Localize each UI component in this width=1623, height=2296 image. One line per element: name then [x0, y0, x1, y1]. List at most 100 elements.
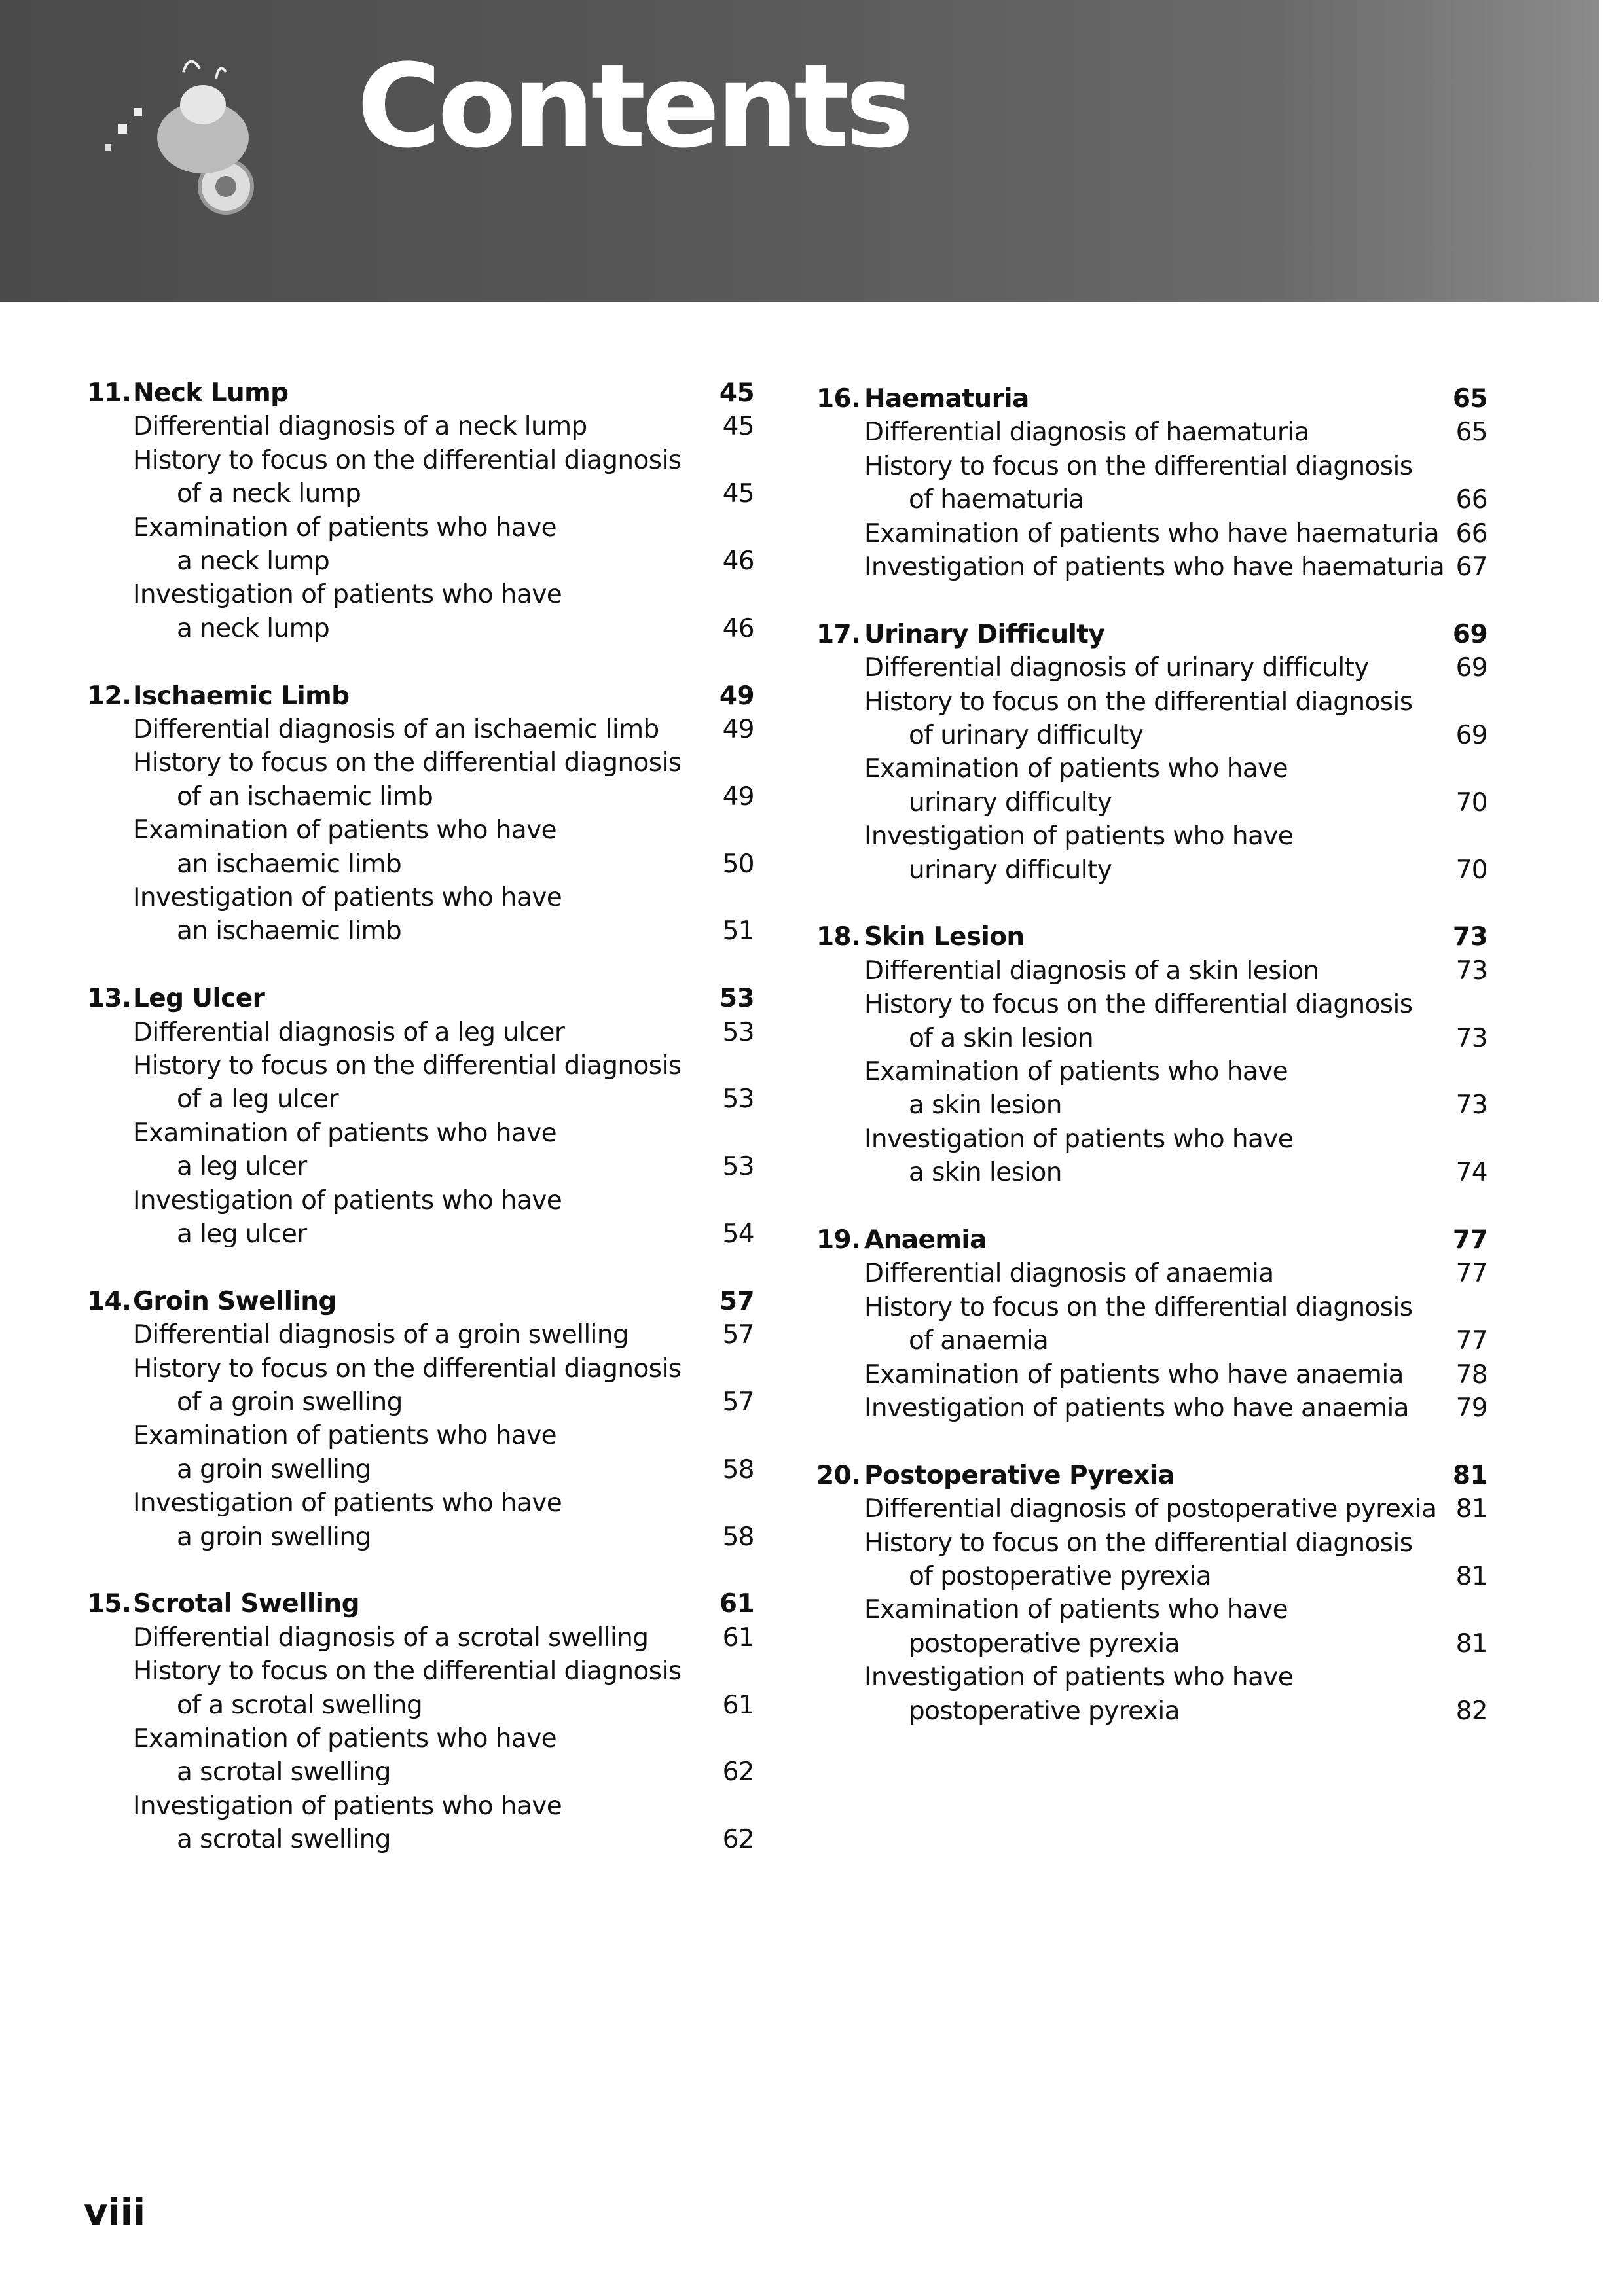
contents-header-banner: Contents — [0, 0, 1599, 302]
section-title: Anaemia — [864, 1225, 987, 1255]
entry-page-number: 66 — [1455, 485, 1488, 515]
toc-entry-line: Investigation of patients who have — [133, 1791, 562, 1821]
toc-entry-line: of a groin swelling — [177, 1388, 403, 1417]
entry-page-number: 51 — [722, 916, 755, 946]
toc-entry-line: History to focus on the differential dia… — [133, 748, 682, 778]
toc-entry-line: of an ischaemic limb — [177, 781, 433, 812]
toc-entry-line: of a scrotal swelling — [177, 1690, 423, 1720]
toc-entry-line: Investigation of patients who have anaem… — [864, 1393, 1410, 1423]
section-number: 18. — [816, 922, 861, 952]
toc-entry-line: Investigation of patients who have — [864, 821, 1294, 852]
toc-entry-line: of haematuria — [909, 485, 1084, 515]
toc-entry-line: History to focus on the differential dia… — [864, 990, 1413, 1020]
toc-entry-line: Examination of patients who have — [133, 1421, 557, 1451]
entry-page-number: 46 — [722, 547, 755, 576]
toc-entry-line: a neck lump — [177, 613, 330, 643]
toc-entry-line: Differential diagnosis of anaemia — [864, 1259, 1274, 1289]
toc-entry-line: Examination of patients who have — [864, 1057, 1288, 1086]
section-title: Postoperative Pyrexia — [864, 1460, 1175, 1490]
toc-entry-line: History to focus on the differential dia… — [864, 1292, 1413, 1322]
entry-page-number: 54 — [722, 1219, 755, 1249]
section-title: Groin Swelling — [133, 1286, 337, 1316]
toc-entry-line: Differential diagnosis of urinary diffic… — [864, 653, 1369, 683]
toc-entry-line: of a skin lesion — [909, 1023, 1094, 1053]
entry-page-number: 49 — [722, 715, 755, 744]
toc-entry-line: Examination of patients who have haematu… — [864, 518, 1440, 548]
section-number: 15. — [87, 1589, 132, 1619]
entry-page-number: 81 — [1455, 1628, 1488, 1659]
section-title: Skin Lesion — [864, 922, 1025, 952]
toc-entry-line: Examination of patients who have — [133, 1724, 557, 1753]
entry-page-number: 70 — [1455, 787, 1488, 817]
section-number: 12. — [87, 681, 132, 711]
entry-page-number: 49 — [722, 781, 755, 812]
toc-entry-line: a neck lump — [177, 547, 330, 576]
toc-entry-line: Investigation of patients who have — [133, 1488, 562, 1518]
toc-entry-line: Investigation of patients who have — [133, 883, 562, 912]
page-number: viii — [84, 2191, 146, 2234]
entry-page-number: 45 — [722, 412, 755, 442]
toc-entry-line: History to focus on the differential dia… — [133, 1354, 682, 1384]
toc-entry-line: Investigation of patients who have haema… — [864, 552, 1445, 582]
toc-entry-line: a scrotal swelling — [177, 1825, 392, 1855]
toc-entry-line: of postoperative pyrexia — [909, 1562, 1212, 1591]
toc-entry-line: urinary difficulty — [909, 787, 1112, 817]
motorcycle-rider-illustration-icon — [105, 60, 254, 215]
toc-entry-line: Investigation of patients who have — [133, 1185, 562, 1215]
entry-page-number: 50 — [722, 849, 755, 879]
entry-page-number: 58 — [722, 1522, 755, 1552]
entry-page-number: 73 — [1455, 1023, 1488, 1053]
toc-entry-line: a skin lesion — [909, 1158, 1063, 1188]
toc-entry-line: Differential diagnosis of a skin lesion — [864, 956, 1319, 986]
toc-entry-line: Examination of patients who have — [864, 1595, 1288, 1625]
toc-entry-line: Examination of patients who have — [133, 816, 557, 846]
section-page-number: 53 — [719, 984, 755, 1014]
section-page-number: 65 — [1452, 384, 1488, 414]
section-title: Ischaemic Limb — [133, 681, 350, 711]
toc-entry-line: History to focus on the differential dia… — [133, 1051, 682, 1081]
entry-page-number: 81 — [1455, 1562, 1488, 1591]
section-number: 14. — [87, 1286, 132, 1316]
entry-page-number: 66 — [1455, 518, 1488, 548]
entry-page-number: 58 — [722, 1454, 755, 1484]
toc-entry-line: Differential diagnosis of a groin swelli… — [133, 1320, 629, 1350]
section-title: Leg Ulcer — [133, 984, 265, 1014]
section-number: 19. — [816, 1225, 861, 1255]
toc-entry-line: History to focus on the differential dia… — [864, 451, 1413, 481]
section-page-number: 81 — [1452, 1460, 1488, 1490]
toc-entry-line: of a leg ulcer — [177, 1085, 338, 1115]
entry-page-number: 53 — [722, 1085, 755, 1115]
toc-entry-line: History to focus on the differential dia… — [864, 687, 1413, 717]
toc-entry-line: Differential diagnosis of an ischaemic l… — [133, 715, 659, 744]
toc-entry-line: a leg ulcer — [177, 1219, 307, 1249]
toc-entry-line: of anaemia — [909, 1326, 1049, 1356]
toc-entry-line: postoperative pyrexia — [909, 1628, 1180, 1659]
toc-entry-line: Examination of patients who have — [133, 1118, 557, 1148]
toc-entry-line: a groin swelling — [177, 1454, 371, 1484]
section-page-number: 69 — [1452, 619, 1488, 649]
toc-entry-line: urinary difficulty — [909, 855, 1112, 885]
toc-entry-line: Investigation of patients who have — [864, 1662, 1294, 1693]
toc-entry-line: Differential diagnosis of a scrotal swel… — [133, 1623, 649, 1653]
toc-entry-line: Differential diagnosis of a leg ulcer — [133, 1017, 565, 1047]
toc-entry-line: a leg ulcer — [177, 1152, 307, 1182]
entry-page-number: 77 — [1455, 1259, 1488, 1289]
toc-entry-line: Investigation of patients who have — [133, 580, 562, 610]
toc-entry-line: of urinary difficulty — [909, 721, 1144, 750]
toc-entry-line: History to focus on the differential dia… — [133, 1657, 682, 1687]
entry-page-number: 61 — [722, 1690, 755, 1720]
section-number: 16. — [816, 384, 861, 414]
entry-page-number: 46 — [722, 613, 755, 643]
toc-entry-line: Differential diagnosis of haematuria — [864, 418, 1309, 448]
section-page-number: 45 — [719, 378, 755, 408]
entry-page-number: 73 — [1455, 1090, 1488, 1121]
entry-page-number: 61 — [722, 1623, 755, 1653]
entry-page-number: 57 — [722, 1320, 755, 1350]
section-title: Urinary Difficulty — [864, 619, 1105, 649]
toc-entry-line: Differential diagnosis of a neck lump — [133, 412, 587, 442]
toc-entry-line: Examination of patients who have — [864, 754, 1288, 784]
entry-page-number: 67 — [1455, 552, 1488, 582]
toc-entry-line: of a neck lump — [177, 479, 361, 509]
toc-entry-line: History to focus on the differential dia… — [864, 1528, 1413, 1558]
entry-page-number: 82 — [1455, 1696, 1488, 1726]
